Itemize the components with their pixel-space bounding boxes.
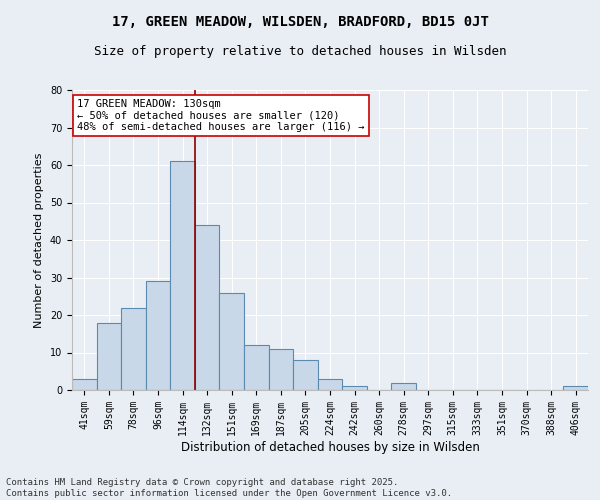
- Text: 17 GREEN MEADOW: 130sqm
← 50% of detached houses are smaller (120)
48% of semi-d: 17 GREEN MEADOW: 130sqm ← 50% of detache…: [77, 99, 365, 132]
- Bar: [72, 379, 97, 390]
- Bar: [146, 281, 170, 390]
- Bar: [563, 386, 588, 390]
- Bar: [244, 345, 269, 390]
- Bar: [318, 379, 342, 390]
- Bar: [170, 161, 195, 390]
- Bar: [269, 349, 293, 390]
- Bar: [391, 382, 416, 390]
- Text: Size of property relative to detached houses in Wilsden: Size of property relative to detached ho…: [94, 45, 506, 58]
- Bar: [220, 292, 244, 390]
- Bar: [97, 322, 121, 390]
- Bar: [121, 308, 146, 390]
- Bar: [195, 225, 220, 390]
- Bar: [293, 360, 318, 390]
- Text: Contains HM Land Registry data © Crown copyright and database right 2025.
Contai: Contains HM Land Registry data © Crown c…: [6, 478, 452, 498]
- Bar: [342, 386, 367, 390]
- X-axis label: Distribution of detached houses by size in Wilsden: Distribution of detached houses by size …: [181, 440, 479, 454]
- Text: 17, GREEN MEADOW, WILSDEN, BRADFORD, BD15 0JT: 17, GREEN MEADOW, WILSDEN, BRADFORD, BD1…: [112, 15, 488, 29]
- Y-axis label: Number of detached properties: Number of detached properties: [34, 152, 44, 328]
